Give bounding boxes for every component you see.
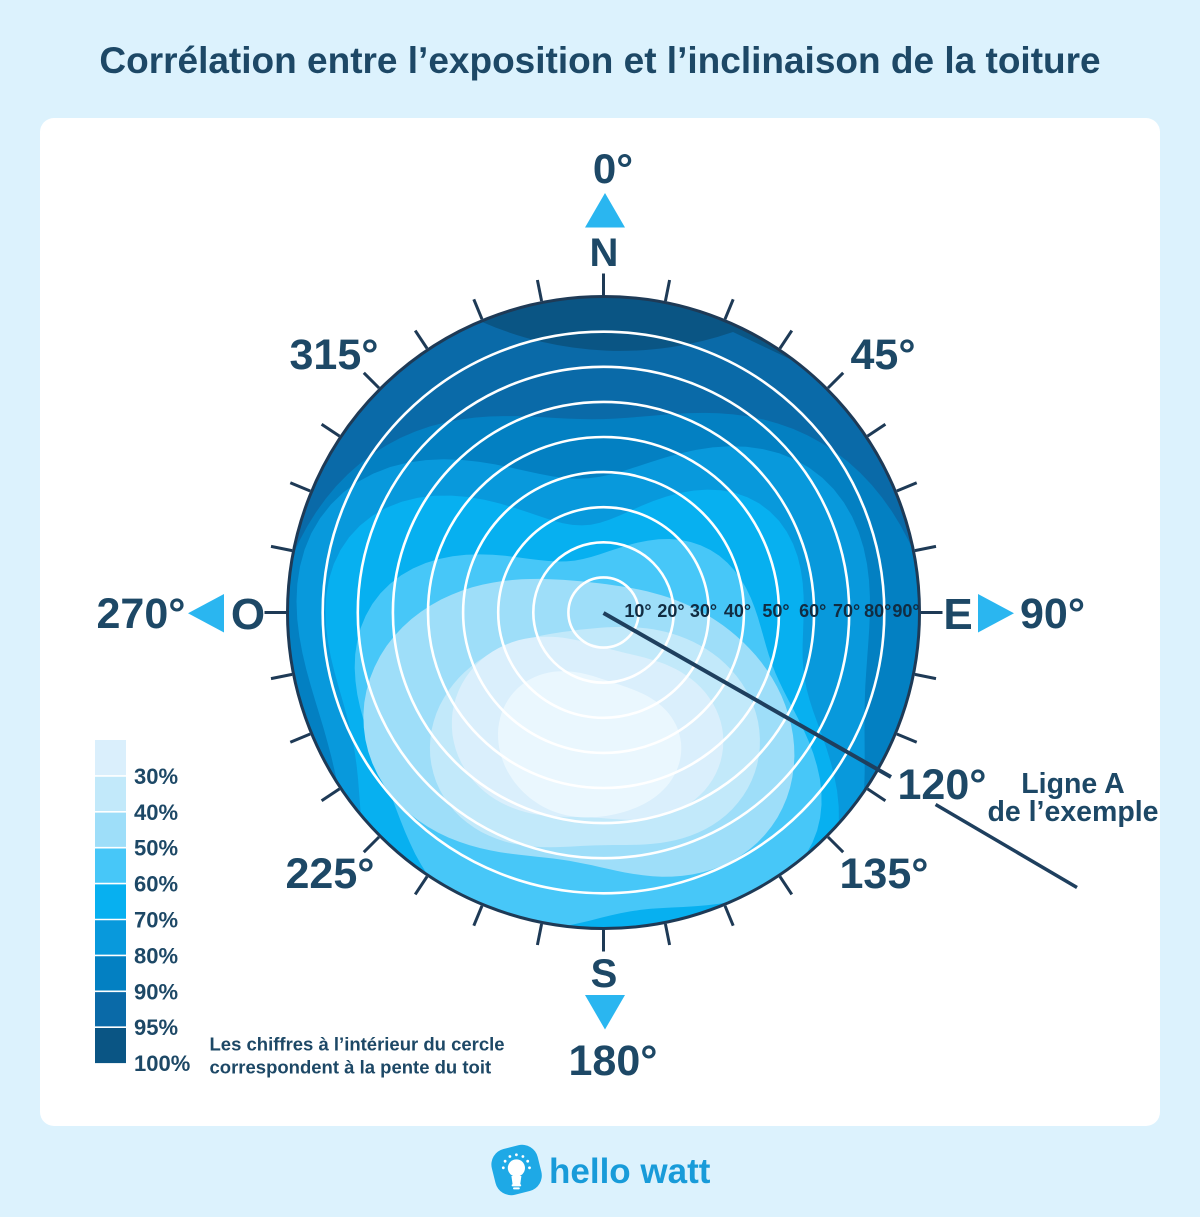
svg-text:90°: 90°: [1020, 590, 1085, 638]
svg-text:45°: 45°: [850, 331, 915, 379]
svg-text:30°: 30°: [690, 601, 717, 621]
svg-text:hello watt: hello watt: [549, 1152, 711, 1191]
svg-text:70%: 70%: [134, 908, 178, 933]
svg-text:315°: 315°: [290, 331, 379, 379]
svg-text:E: E: [943, 590, 972, 639]
svg-text:60°: 60°: [799, 601, 826, 621]
svg-text:90%: 90%: [134, 979, 178, 1004]
svg-text:20°: 20°: [657, 601, 684, 621]
svg-text:Ligne A: Ligne A: [1021, 768, 1124, 800]
svg-text:225°: 225°: [286, 850, 375, 898]
svg-text:100%: 100%: [134, 1051, 190, 1076]
svg-text:90°: 90°: [892, 601, 919, 621]
svg-text:30%: 30%: [134, 764, 178, 789]
svg-text:180°: 180°: [569, 1037, 658, 1085]
svg-text:40%: 40%: [134, 800, 178, 825]
svg-text:95%: 95%: [134, 1015, 178, 1040]
svg-text:40°: 40°: [724, 601, 751, 621]
svg-text:60%: 60%: [134, 872, 178, 897]
svg-text:O: O: [231, 590, 265, 639]
svg-text:Corrélation entre l’exposition: Corrélation entre l’exposition et l’incl…: [99, 40, 1100, 81]
svg-text:de l’exemple: de l’exemple: [987, 796, 1158, 828]
svg-text:270°: 270°: [97, 590, 186, 638]
svg-text:80°: 80°: [864, 601, 891, 621]
svg-text:80%: 80%: [134, 943, 178, 968]
svg-text:correspondent à la pente du to: correspondent à la pente du toit: [210, 1056, 492, 1077]
svg-text:135°: 135°: [840, 850, 929, 898]
svg-text:N: N: [590, 231, 619, 275]
svg-text:0°: 0°: [593, 145, 633, 192]
svg-text:S: S: [591, 952, 618, 996]
svg-text:120°: 120°: [898, 761, 987, 809]
svg-text:10°: 10°: [624, 601, 651, 621]
svg-text:50°: 50°: [762, 601, 789, 621]
svg-text:Les chiffres à l’intérieur du: Les chiffres à l’intérieur du cercle: [210, 1034, 505, 1055]
svg-text:70°: 70°: [833, 601, 860, 621]
svg-text:50%: 50%: [134, 836, 178, 861]
